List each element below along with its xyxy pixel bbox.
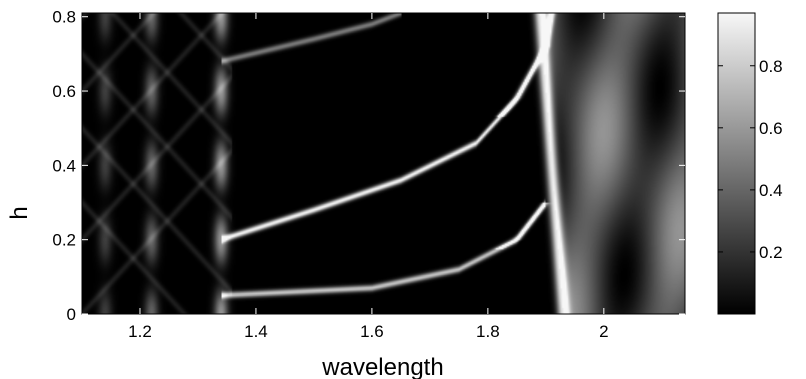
x-tick-label: 2 (599, 322, 608, 341)
plot-frame (81, 12, 686, 315)
y-tick-label: 0 (67, 305, 76, 324)
colorbar-tick-label: 0.4 (759, 181, 783, 200)
y-tick-label: 0.6 (52, 82, 76, 101)
y-axis: 0 0.2 0.4 0.6 0.8 (52, 8, 685, 324)
x-tick-label: 1.2 (128, 322, 152, 341)
y-tick-label: 0.2 (52, 231, 76, 250)
colorbar-tick-label: 0.8 (759, 57, 783, 76)
x-tick-label: 1.8 (476, 322, 500, 341)
x-tick-label: 1.6 (360, 322, 384, 341)
x-axis: 1.2 1.4 1.6 1.8 2 (128, 13, 609, 341)
colorbar: 0.2 0.4 0.6 0.8 (717, 12, 783, 315)
y-tick-label: 0.8 (52, 8, 76, 27)
y-tick-label: 0.4 (52, 156, 76, 175)
colorbar-ticks: 0.2 0.4 0.6 0.8 (718, 57, 783, 262)
x-axis-label: wavelength (321, 354, 443, 379)
x-tick-label: 1.4 (244, 322, 268, 341)
colorbar-gradient (717, 12, 756, 315)
heatmap-image (82, 13, 685, 314)
heatmap-plot: 1.2 1.4 1.6 1.8 2 0 0.2 0.4 0.6 0.8 wavelength h (6, 8, 686, 379)
colorbar-tick-label: 0.2 (759, 243, 783, 262)
colorbar-tick-label: 0.6 (759, 119, 783, 138)
y-axis-label: h (6, 206, 33, 219)
